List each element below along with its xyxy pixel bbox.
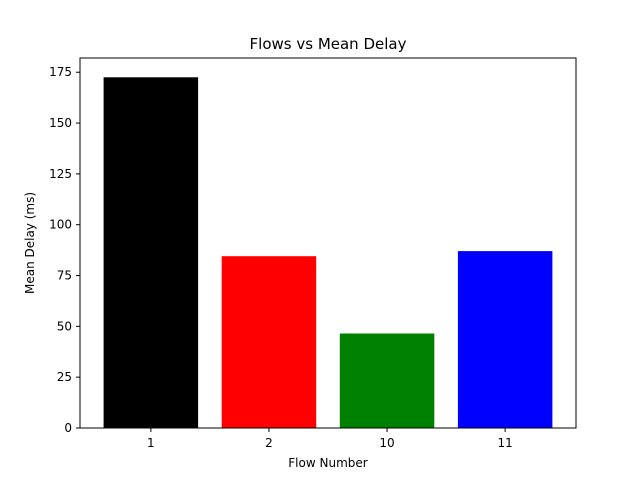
y-axis-label: Mean Delay (ms): [23, 192, 37, 294]
x-axis-label: Flow Number: [288, 456, 367, 470]
x-tick-label: 1: [147, 436, 155, 450]
plot-frame: [79, 57, 577, 429]
bar-flow-1: [103, 77, 199, 429]
x-tick-label: 11: [498, 436, 513, 450]
y-tick-label: 150: [49, 116, 72, 130]
chart-title: Flows vs Mean Delay: [250, 35, 407, 53]
bar-flow-2: [221, 256, 317, 428]
y-axis-ticks: 0 25 50 75 100 125 150 175: [49, 65, 80, 435]
y-tick-label: 125: [49, 167, 72, 181]
y-tick-label: 50: [57, 319, 72, 333]
bar-flow-10: [339, 333, 435, 428]
y-tick-label: 175: [49, 65, 72, 79]
y-tick-label: 25: [57, 370, 72, 384]
x-tick-label: 2: [265, 436, 273, 450]
x-tick-label: 10: [379, 436, 394, 450]
bar-flow-11: [457, 251, 553, 428]
y-tick-label: 0: [64, 421, 72, 435]
y-tick-label: 100: [49, 218, 72, 232]
bars-group: [103, 77, 553, 429]
x-axis-ticks: 1 2 10 11: [147, 428, 513, 450]
y-tick-label: 75: [57, 269, 72, 283]
